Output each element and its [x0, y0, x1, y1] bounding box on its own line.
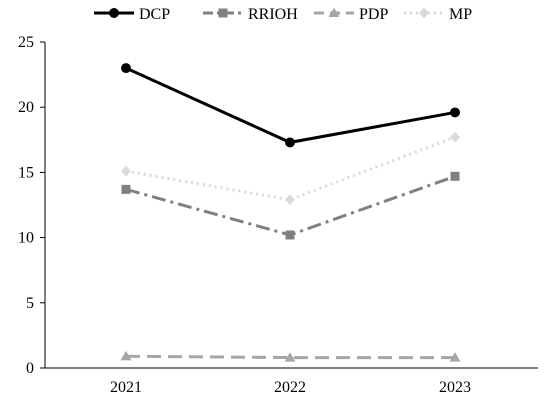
series-mp [121, 131, 460, 206]
y-tick-label: 5 [26, 295, 34, 312]
series-line-mp [125, 135, 456, 202]
data-point-rrioh [121, 184, 131, 194]
data-point-dcp [450, 107, 460, 118]
legend-label: PDP [359, 6, 388, 23]
legend-item-rrioh: RRIOH [203, 6, 298, 23]
series-rrioh [121, 171, 460, 240]
legend-marker [218, 8, 228, 18]
legend-marker [328, 7, 340, 18]
y-tick-label: 20 [18, 99, 34, 116]
series-line-pdp [125, 354, 455, 360]
x-tick-label: 2022 [274, 379, 306, 396]
data-point-rrioh [450, 171, 460, 181]
legend-item-dcp: DCP [94, 6, 170, 23]
data-point-dcp [285, 137, 295, 148]
x-tick-label: 2023 [439, 379, 471, 396]
data-point-pdp [284, 352, 296, 362]
data-point-pdp [120, 350, 132, 361]
data-point-rrioh [285, 230, 295, 240]
series-dcp [121, 63, 460, 148]
y-tick-label: 25 [18, 34, 34, 51]
data-point-dcp [121, 63, 131, 74]
x-tick-label: 2021 [110, 379, 142, 396]
y-tick-label: 10 [18, 230, 34, 247]
data-point-mp [121, 165, 131, 177]
data-point-mp [450, 131, 460, 143]
legend-label: RRIOH [248, 6, 298, 23]
y-tick-labels: 0 5 10 15 20 25 [18, 34, 45, 377]
legend-label: DCP [139, 6, 170, 23]
legend-item-mp: MP [404, 6, 472, 23]
x-tick-labels: 2021 2022 2023 [110, 379, 471, 396]
data-point-pdp [449, 352, 461, 362]
data-point-mp [285, 194, 295, 206]
y-tick-label: 0 [26, 360, 34, 377]
series-line-dcp [125, 66, 456, 144]
chart-axes [44, 42, 538, 369]
legend: DCP RRIOH PDP MP [94, 6, 472, 23]
series-line-rrioh [125, 174, 456, 237]
legend-marker [419, 7, 429, 19]
legend-item-pdp: PDP [314, 6, 388, 23]
series-pdp [120, 350, 461, 362]
y-tick-label: 15 [18, 164, 34, 181]
legend-label: MP [449, 6, 472, 23]
series-group [120, 63, 461, 362]
legend-marker [109, 8, 119, 18]
